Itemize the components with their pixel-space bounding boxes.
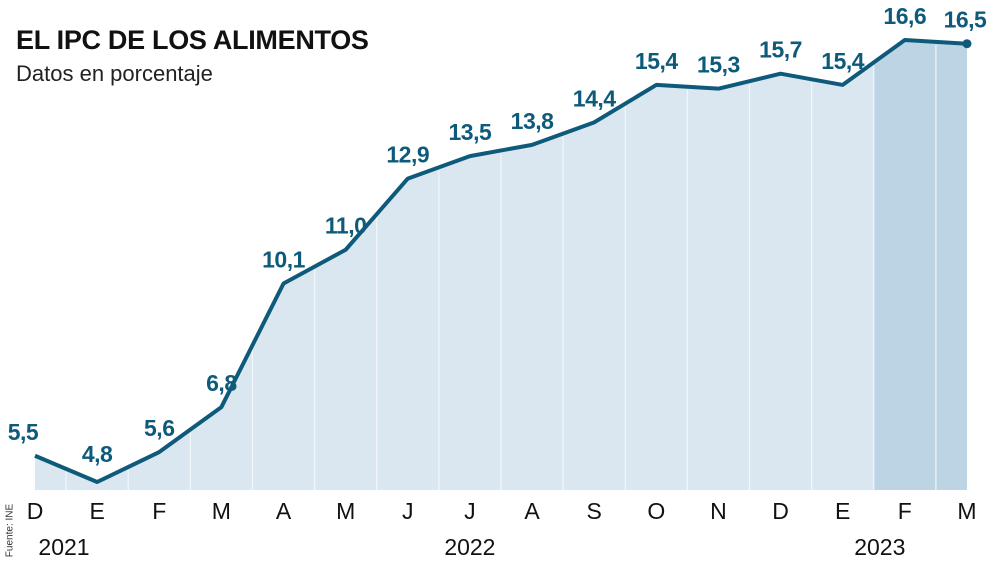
x-tick-label: M (957, 498, 976, 524)
x-tick-label: S (586, 498, 601, 524)
x-tick-label: E (89, 498, 104, 524)
x-tick-label: M (336, 498, 355, 524)
data-label: 5,6 (144, 415, 174, 441)
data-label: 15,4 (635, 48, 678, 74)
x-tick-label: D (772, 498, 789, 524)
highlight-area (873, 39, 967, 491)
data-label: 12,9 (386, 142, 429, 168)
x-tick-label: D (27, 498, 44, 524)
data-label: 13,5 (449, 119, 492, 145)
data-label: 10,1 (262, 246, 305, 272)
data-label: 14,4 (573, 85, 616, 111)
year-label: 2021 (38, 534, 89, 560)
year-label: 2023 (854, 534, 905, 560)
chart-subtitle: Datos en porcentaje (16, 61, 213, 86)
data-label: 15,7 (759, 37, 802, 63)
x-tick-label: J (402, 498, 414, 524)
data-label: 6,8 (206, 370, 237, 396)
x-tick-label: F (898, 498, 912, 524)
year-label: 2022 (444, 534, 495, 560)
data-label: 15,4 (821, 48, 864, 74)
chart-title: EL IPC DE LOS ALIMENTOS (16, 25, 369, 55)
end-point-marker (962, 39, 972, 49)
x-tick-label: O (647, 498, 665, 524)
x-tick-label: N (710, 498, 727, 524)
x-tick-label: M (212, 498, 231, 524)
data-label: 16,5 (944, 7, 987, 33)
data-label: 4,8 (82, 441, 113, 467)
data-label: 5,5 (8, 419, 39, 445)
x-tick-label: J (464, 498, 476, 524)
x-tick-label: A (276, 498, 292, 524)
data-label: 15,3 (697, 52, 740, 78)
x-tick-label: F (152, 498, 166, 524)
data-label: 11,0 (325, 213, 367, 239)
x-tick-label: A (524, 498, 540, 524)
data-label: 16,6 (883, 3, 926, 29)
data-label: 13,8 (511, 108, 554, 134)
x-tick-label: E (835, 498, 850, 524)
series-line (34, 37, 968, 484)
